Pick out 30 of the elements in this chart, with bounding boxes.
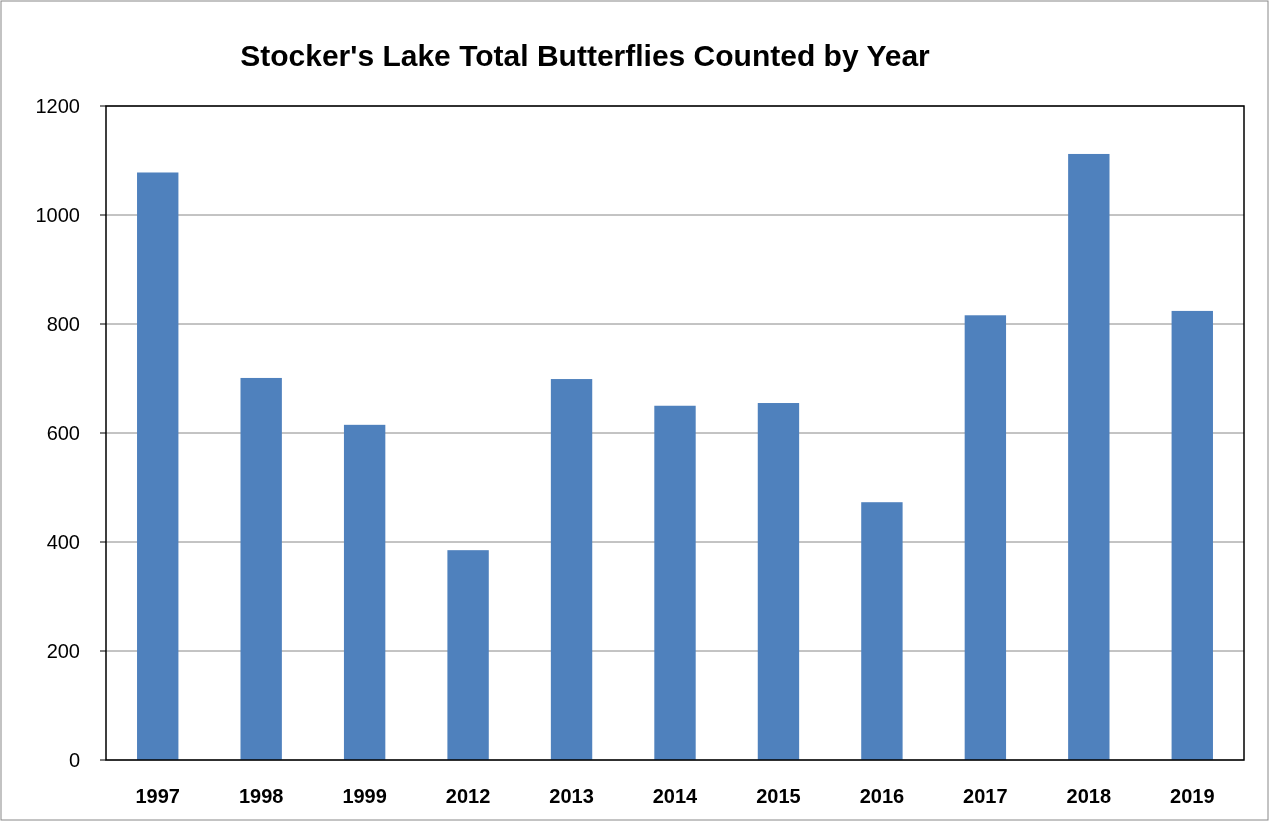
x-tick-label: 2018 bbox=[1066, 785, 1112, 807]
y-tick-label: 1000 bbox=[35, 204, 80, 226]
bar bbox=[550, 379, 593, 760]
bar bbox=[343, 424, 386, 760]
bar bbox=[1171, 310, 1213, 760]
bar bbox=[964, 315, 1007, 760]
x-tick-label: 1997 bbox=[135, 785, 180, 807]
bar bbox=[1068, 153, 1110, 760]
bar bbox=[240, 377, 282, 760]
bar bbox=[654, 405, 696, 760]
x-tick-label: 1998 bbox=[238, 785, 284, 807]
y-tick-label: 400 bbox=[46, 531, 80, 553]
y-tick-label: 0 bbox=[68, 749, 80, 771]
x-tick-label: 2015 bbox=[756, 785, 801, 807]
bar bbox=[757, 403, 800, 760]
y-tick-label: 1200 bbox=[35, 95, 80, 117]
y-tick-label: 600 bbox=[46, 422, 80, 444]
x-tick-label: 2016 bbox=[859, 785, 905, 807]
bar bbox=[137, 172, 179, 760]
x-tick-label: 2013 bbox=[549, 785, 594, 807]
x-tick-label: 2017 bbox=[963, 785, 1008, 807]
bar bbox=[861, 502, 903, 760]
bar bbox=[447, 550, 489, 760]
x-tick-label: 2012 bbox=[445, 785, 491, 807]
y-tick-label: 800 bbox=[46, 313, 80, 335]
x-tick-label: 1999 bbox=[342, 785, 387, 807]
x-tick-label: 2014 bbox=[652, 785, 699, 807]
y-tick-label: 200 bbox=[46, 640, 80, 662]
x-tick-label: 2019 bbox=[1170, 785, 1215, 807]
chart-title: Stocker's Lake Total Butterflies Counted by Year bbox=[240, 39, 931, 72]
